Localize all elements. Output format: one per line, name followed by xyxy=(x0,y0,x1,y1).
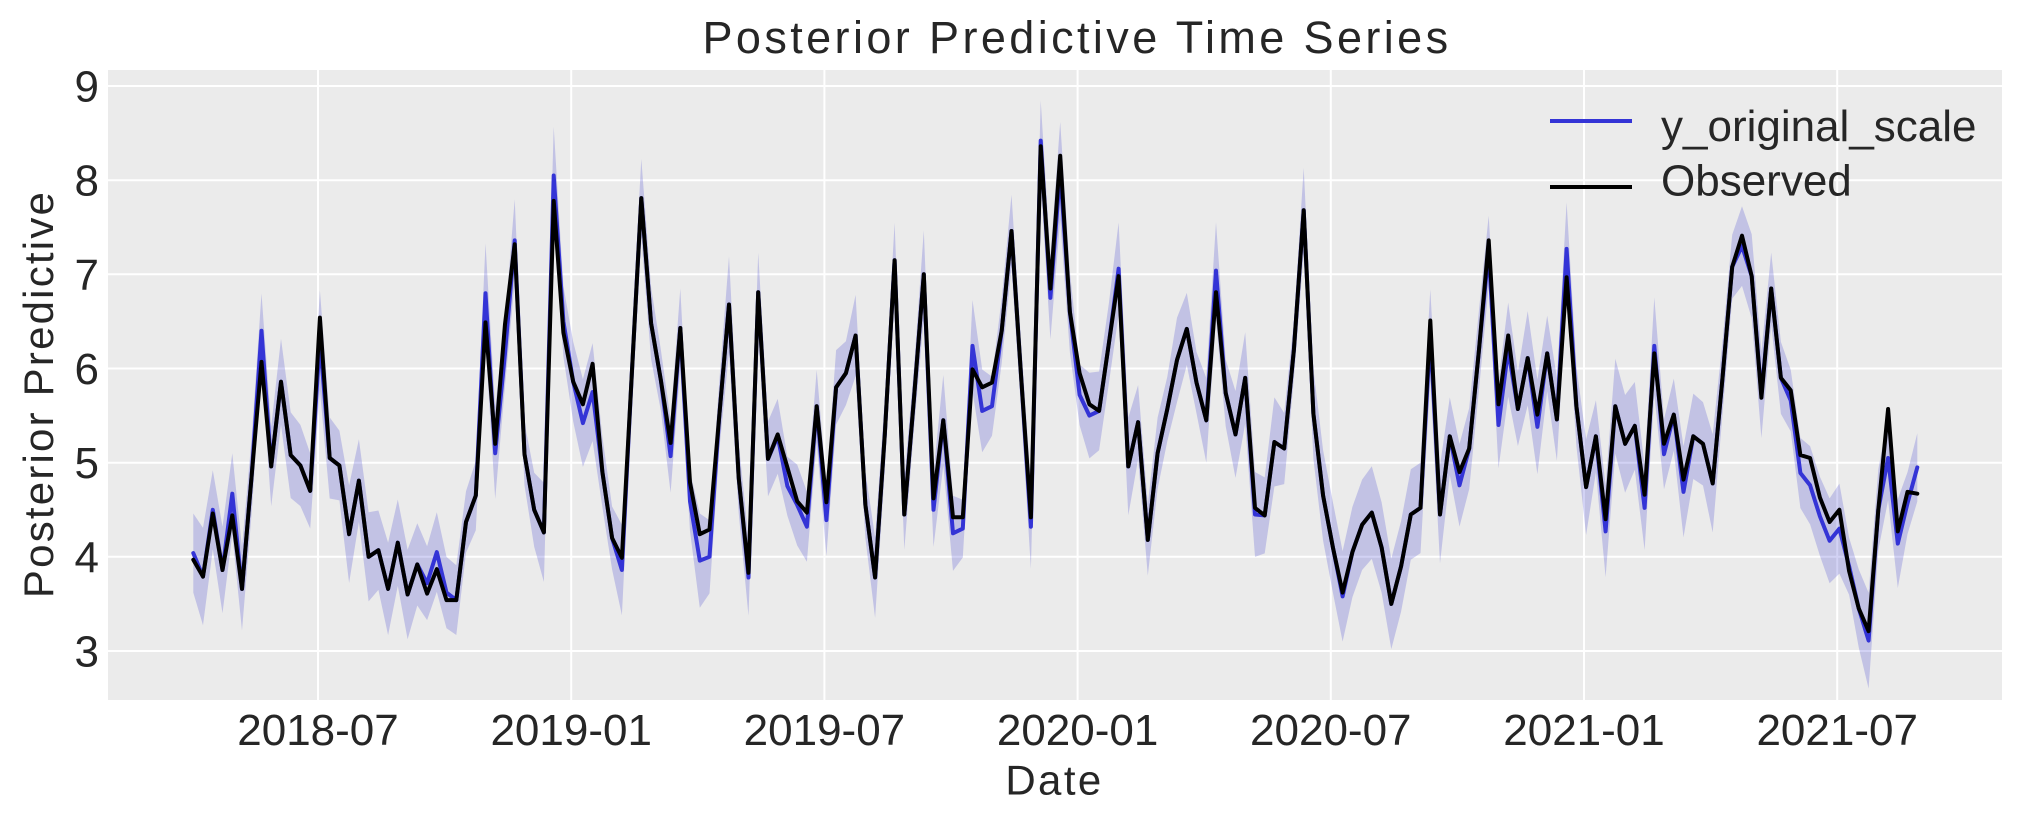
svg-text:Posterior Predictive: Posterior Predictive xyxy=(15,190,62,598)
svg-text:7: 7 xyxy=(75,251,99,300)
svg-text:8: 8 xyxy=(75,157,99,206)
svg-text:4: 4 xyxy=(75,533,99,582)
svg-text:2020-01: 2020-01 xyxy=(997,706,1158,755)
svg-text:5: 5 xyxy=(75,439,99,488)
svg-text:Posterior Predictive Time Seri: Posterior Predictive Time Series xyxy=(702,12,1451,63)
svg-text:2019-07: 2019-07 xyxy=(744,706,905,755)
svg-text:3: 3 xyxy=(75,628,99,677)
svg-text:2021-07: 2021-07 xyxy=(1756,706,1917,755)
svg-text:6: 6 xyxy=(75,345,99,394)
svg-text:y_original_scale: y_original_scale xyxy=(1661,102,1977,151)
svg-text:2021-01: 2021-01 xyxy=(1503,706,1664,755)
svg-text:9: 9 xyxy=(75,63,99,112)
svg-text:2020-07: 2020-07 xyxy=(1250,706,1411,755)
svg-text:2019-01: 2019-01 xyxy=(490,706,651,755)
svg-text:Observed: Observed xyxy=(1661,157,1852,206)
svg-text:Date: Date xyxy=(1005,757,1103,804)
svg-text:2018-07: 2018-07 xyxy=(237,706,398,755)
